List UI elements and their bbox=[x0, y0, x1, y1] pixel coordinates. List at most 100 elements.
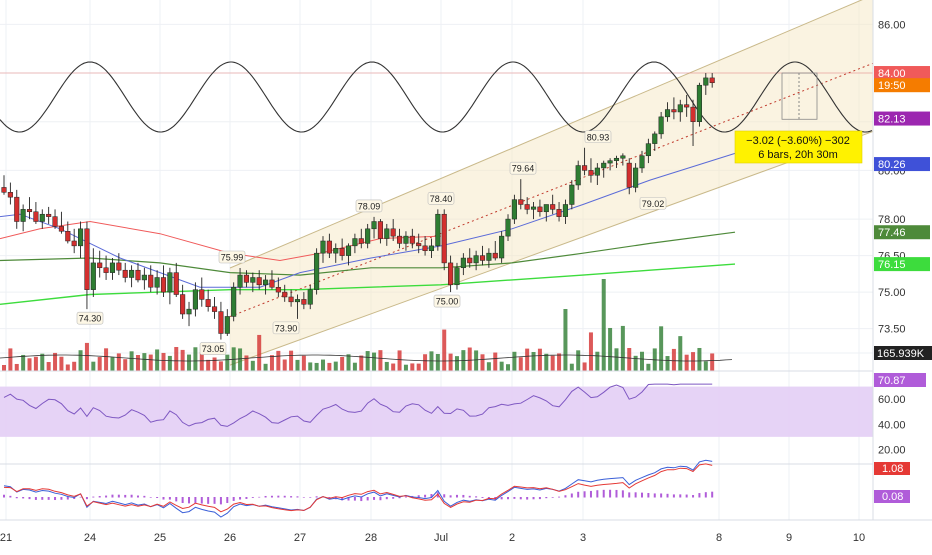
candle-body bbox=[416, 243, 422, 247]
measure-change: −3.02 (−3.60%) −302 bbox=[746, 135, 850, 147]
volume-bar bbox=[678, 336, 683, 371]
macd-hist-bar bbox=[615, 489, 618, 498]
macd-hist-bar bbox=[641, 492, 643, 498]
annotation-label: 73.90 bbox=[275, 323, 298, 333]
time-axis[interactable]: 21 24 25 26 27 28 Jul 2 3 8 9 10 bbox=[0, 519, 932, 550]
macd-hist-bar bbox=[545, 497, 548, 499]
annotation-label: 78.40 bbox=[430, 194, 453, 204]
volume-bar bbox=[640, 351, 644, 371]
volume-bar bbox=[110, 357, 115, 371]
macd-hist-bar bbox=[660, 493, 663, 498]
volume-bar bbox=[614, 348, 619, 371]
price-tag-label: 84.00 bbox=[878, 68, 906, 80]
volume-bar bbox=[423, 354, 428, 371]
macd-hist-bar bbox=[277, 495, 280, 498]
macd-hist-bar bbox=[226, 497, 229, 503]
volume-bar bbox=[525, 348, 530, 371]
candle-body bbox=[109, 262, 116, 273]
macd-tag bbox=[874, 462, 910, 475]
candle-body bbox=[186, 308, 192, 315]
macd-hist-bar bbox=[54, 497, 57, 501]
macd-hist-bar bbox=[66, 497, 69, 500]
volume-bar bbox=[544, 353, 549, 371]
macd-hist-bar bbox=[634, 492, 637, 498]
volume-bar bbox=[359, 355, 364, 371]
macd-hist-bar bbox=[309, 497, 312, 498]
price-tag bbox=[874, 66, 930, 81]
volume-bar bbox=[691, 352, 696, 371]
candle-body bbox=[307, 289, 313, 305]
annotation-box bbox=[218, 250, 246, 264]
macd-hist-bar bbox=[711, 491, 714, 498]
volume-bar bbox=[563, 309, 568, 371]
macd-hist-bar bbox=[264, 495, 267, 498]
channel-upper bbox=[229, 0, 863, 269]
volume-tag-label: 165.939K bbox=[877, 348, 925, 360]
candle-body bbox=[384, 228, 390, 239]
candle-body bbox=[282, 291, 288, 298]
time-tick-label: 8 bbox=[716, 532, 722, 544]
volume-bar bbox=[384, 361, 389, 371]
macd-hist-bar bbox=[366, 497, 369, 501]
candle-body bbox=[148, 274, 154, 288]
macd-hist-bar bbox=[239, 497, 242, 500]
macd-hist-bar bbox=[117, 494, 120, 498]
candle-body bbox=[71, 240, 77, 247]
candle-body bbox=[550, 204, 556, 210]
macd-hist-bar bbox=[653, 493, 656, 498]
candle-body bbox=[486, 252, 492, 261]
candle-body bbox=[122, 269, 128, 278]
volume-bar bbox=[397, 350, 402, 371]
macd-hist-bar bbox=[551, 497, 554, 498]
annotation-label: 78.09 bbox=[358, 201, 381, 211]
price-tag-label: 19:50 bbox=[878, 80, 906, 92]
measure-tool[interactable]: −3.02 (−3.60%) −302 6 bars, 20h 30m bbox=[734, 72, 863, 164]
time-tick-label: 9 bbox=[786, 532, 792, 544]
volume-bar bbox=[480, 354, 485, 371]
volume-bar bbox=[53, 352, 58, 371]
candle-body bbox=[275, 286, 281, 293]
annotation-label: 75.99 bbox=[221, 253, 244, 263]
candle-body bbox=[460, 257, 466, 269]
macd-hist-bar bbox=[258, 496, 261, 498]
volume-bar bbox=[2, 365, 6, 371]
macd-line bbox=[3, 459, 713, 518]
macd-hist-bar bbox=[15, 497, 18, 499]
annotation-label: 74.30 bbox=[79, 314, 102, 324]
price-axis[interactable]: 86.0084.0082.0080.0078.0076.5075.0073.50… bbox=[872, 0, 932, 520]
volume-bar bbox=[550, 355, 555, 371]
macd-hist-bar bbox=[583, 491, 586, 498]
candle-body bbox=[556, 209, 562, 217]
volume-bar bbox=[84, 342, 89, 371]
price-tick-label: 73.50 bbox=[878, 324, 906, 336]
candle-body bbox=[543, 204, 549, 213]
candle-body bbox=[211, 306, 218, 312]
volume-bar bbox=[193, 347, 198, 371]
candle-body bbox=[594, 167, 600, 176]
time-tick-label: 27 bbox=[294, 532, 306, 544]
candle-body bbox=[20, 209, 26, 222]
macd-hist-bar bbox=[207, 497, 210, 504]
macd-hist-bar bbox=[577, 491, 580, 498]
candle-body bbox=[333, 248, 339, 254]
candle-body bbox=[345, 245, 352, 256]
macd-hist-bar bbox=[672, 494, 675, 498]
candle-body bbox=[390, 228, 396, 237]
macd-hist-bar bbox=[538, 497, 541, 500]
candle-body bbox=[231, 286, 237, 317]
volume-bar bbox=[474, 350, 479, 371]
macd-hist-bar bbox=[602, 489, 605, 498]
volume-bar bbox=[238, 348, 243, 371]
volume-bar bbox=[416, 363, 421, 371]
measure-box bbox=[734, 130, 863, 164]
candle-body bbox=[607, 160, 613, 164]
macd-hist-bar bbox=[290, 496, 293, 498]
signal-line bbox=[3, 463, 713, 513]
macd-hist-bar bbox=[143, 495, 146, 498]
volume-bar bbox=[684, 354, 689, 371]
candle-body bbox=[167, 272, 173, 293]
candle-body bbox=[575, 165, 581, 186]
macd-hist-bar bbox=[609, 489, 612, 498]
macd-hist-bar bbox=[124, 494, 127, 498]
candle-body bbox=[65, 231, 71, 242]
